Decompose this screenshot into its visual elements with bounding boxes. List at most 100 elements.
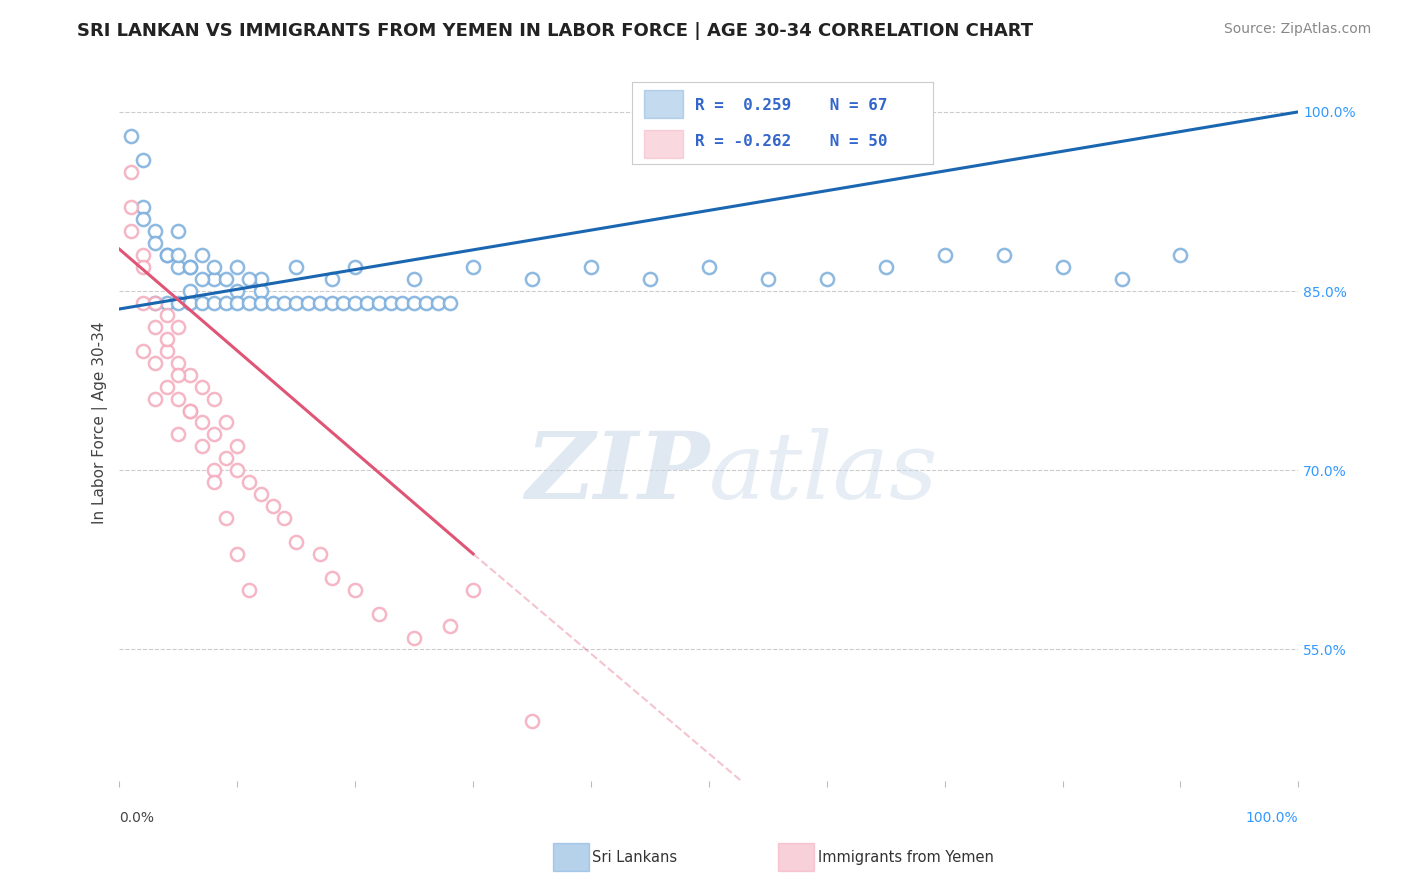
Point [367, 607, 389, 621]
Point [155, 379, 177, 393]
Point [226, 260, 249, 274]
Point [297, 296, 319, 310]
Point [404, 631, 426, 645]
Point [143, 356, 166, 370]
Point [202, 296, 225, 310]
Point [120, 224, 142, 238]
Point [1111, 272, 1133, 286]
Point [202, 260, 225, 274]
Point [167, 427, 190, 442]
Point [120, 164, 142, 178]
Point [132, 201, 155, 215]
Point [285, 260, 308, 274]
Point [143, 319, 166, 334]
Text: atlas: atlas [709, 427, 938, 517]
Point [439, 296, 461, 310]
Point [520, 272, 543, 286]
Point [155, 248, 177, 262]
Point [167, 296, 190, 310]
Point [214, 451, 236, 466]
Point [132, 212, 155, 227]
Point [202, 463, 225, 477]
Point [250, 296, 273, 310]
Point [191, 439, 214, 453]
Point [143, 296, 166, 310]
Point [321, 571, 343, 585]
Point [155, 308, 177, 322]
Point [143, 236, 166, 251]
Point [332, 296, 354, 310]
Point [308, 296, 330, 310]
Point [214, 416, 236, 430]
Point [1052, 260, 1074, 274]
Point [155, 296, 177, 310]
Point [179, 368, 201, 382]
Point [391, 296, 413, 310]
Point [132, 260, 155, 274]
Point [226, 463, 249, 477]
Point [238, 582, 260, 597]
Point [179, 403, 201, 417]
Point [155, 332, 177, 346]
Text: 100.0%: 100.0% [1246, 811, 1298, 825]
Point [262, 499, 284, 513]
Text: Sri Lankans: Sri Lankans [592, 850, 678, 864]
Point [426, 296, 449, 310]
Point [167, 368, 190, 382]
Point [226, 547, 249, 561]
Point [934, 248, 956, 262]
Point [179, 296, 201, 310]
Point [356, 296, 378, 310]
Point [380, 296, 402, 310]
Point [262, 296, 284, 310]
Point [993, 248, 1015, 262]
Point [179, 260, 201, 274]
Point [238, 296, 260, 310]
Point [344, 296, 367, 310]
Point [638, 272, 661, 286]
Point [344, 260, 367, 274]
Point [143, 392, 166, 406]
Point [167, 260, 190, 274]
Text: SRI LANKAN VS IMMIGRANTS FROM YEMEN IN LABOR FORCE | AGE 30-34 CORRELATION CHART: SRI LANKAN VS IMMIGRANTS FROM YEMEN IN L… [77, 22, 1033, 40]
Point [191, 416, 214, 430]
Point [167, 392, 190, 406]
Point [250, 272, 273, 286]
Point [202, 475, 225, 490]
Point [321, 272, 343, 286]
Point [132, 248, 155, 262]
Point [191, 272, 214, 286]
Point [404, 296, 426, 310]
Point [167, 224, 190, 238]
Point [191, 248, 214, 262]
Point [285, 296, 308, 310]
Point [202, 427, 225, 442]
Point [226, 284, 249, 298]
Point [179, 284, 201, 298]
Point [756, 272, 779, 286]
Point [179, 260, 201, 274]
Point [191, 379, 214, 393]
Point [155, 248, 177, 262]
Point [167, 319, 190, 334]
Point [1170, 248, 1192, 262]
Point [404, 272, 426, 286]
Point [250, 284, 273, 298]
Point [202, 272, 225, 286]
Point [439, 618, 461, 632]
Point [155, 343, 177, 358]
Point [308, 547, 330, 561]
Point [214, 511, 236, 525]
Point [167, 356, 190, 370]
Point [250, 487, 273, 501]
Point [132, 296, 155, 310]
Point [120, 201, 142, 215]
Point [238, 272, 260, 286]
Point [132, 343, 155, 358]
Point [579, 260, 602, 274]
Point [415, 296, 437, 310]
Text: 0.0%: 0.0% [120, 811, 155, 825]
Point [238, 475, 260, 490]
Text: Source: ZipAtlas.com: Source: ZipAtlas.com [1223, 22, 1371, 37]
Point [273, 296, 295, 310]
